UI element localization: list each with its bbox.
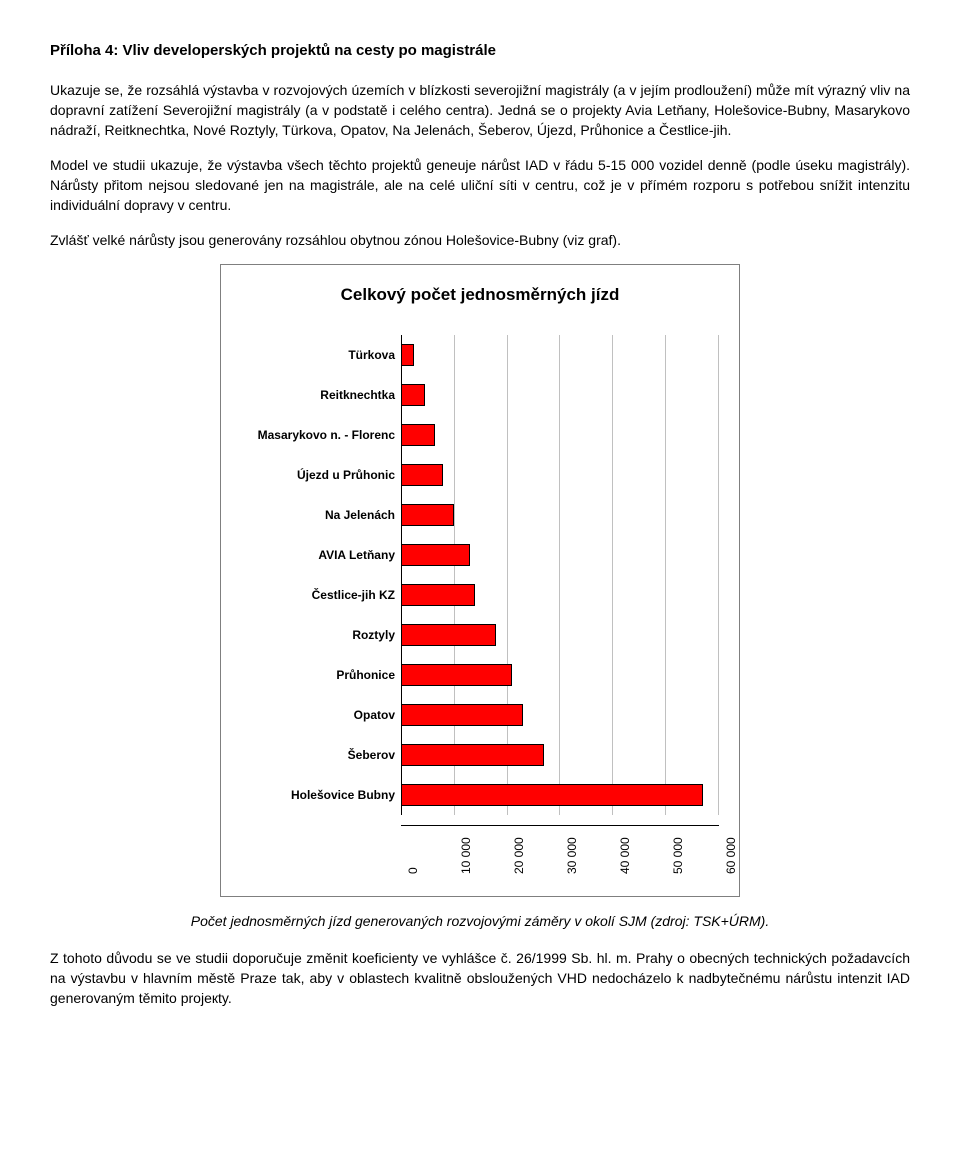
chart-x-tick: 50 000 bbox=[670, 838, 687, 875]
chart-bar bbox=[401, 384, 425, 406]
chart-bar-row bbox=[401, 415, 719, 455]
chart-bar bbox=[401, 664, 512, 686]
chart-bar bbox=[401, 784, 703, 806]
chart-category-label: Opatov bbox=[241, 695, 401, 735]
chart-bar bbox=[401, 624, 496, 646]
chart-category-label: Türkova bbox=[241, 335, 401, 375]
chart-bar-row bbox=[401, 655, 719, 695]
chart-category-label: Šeberov bbox=[241, 735, 401, 775]
chart-x-tick: 60 000 bbox=[723, 838, 740, 875]
chart-bar-row bbox=[401, 695, 719, 735]
chart-x-axis-line bbox=[401, 825, 719, 826]
chart-bar-row bbox=[401, 375, 719, 415]
chart-bar-row bbox=[401, 335, 719, 375]
chart-x-tick: 10 000 bbox=[458, 838, 475, 875]
chart-bar bbox=[401, 464, 443, 486]
chart-bar bbox=[401, 584, 475, 606]
chart-bar-row bbox=[401, 455, 719, 495]
chart-plot: TürkovaReitknechtkaMasarykovo n. - Flore… bbox=[221, 335, 739, 825]
chart-x-tick: 0 bbox=[405, 868, 422, 875]
chart-x-axis: 010 00020 00030 00040 00050 00060 000 bbox=[401, 830, 719, 878]
chart-category-label: Masarykovo n. - Florenc bbox=[241, 415, 401, 455]
chart-category-label: Roztyly bbox=[241, 615, 401, 655]
chart-x-tick: 30 000 bbox=[564, 838, 581, 875]
chart-category-label: Reitknechtka bbox=[241, 375, 401, 415]
paragraph-4: Z tohoto důvodu se ve studii doporučuje … bbox=[50, 948, 910, 1009]
chart-category-label: Na Jelenách bbox=[241, 495, 401, 535]
chart-category-label: Průhonice bbox=[241, 655, 401, 695]
paragraph-1: Ukazuje se, že rozsáhlá výstavba v rozvo… bbox=[50, 80, 910, 141]
chart-category-label: AVIA Letňany bbox=[241, 535, 401, 575]
chart-bar bbox=[401, 544, 470, 566]
chart-bar-row bbox=[401, 575, 719, 615]
chart-bar bbox=[401, 704, 523, 726]
chart-category-label: Holešovice Bubny bbox=[241, 775, 401, 815]
paragraph-2: Model ve studii ukazuje, že výstavba vše… bbox=[50, 155, 910, 216]
chart-bar-row bbox=[401, 775, 719, 815]
chart-x-tick: 20 000 bbox=[511, 838, 528, 875]
paragraph-3: Zvlášť velké nárůsty jsou generovány roz… bbox=[50, 230, 910, 250]
chart-bar-row bbox=[401, 495, 719, 535]
chart-y-labels: TürkovaReitknechtkaMasarykovo n. - Flore… bbox=[241, 335, 401, 815]
chart-bar bbox=[401, 504, 454, 526]
chart-bar bbox=[401, 344, 414, 366]
chart-bar bbox=[401, 744, 544, 766]
page-title: Příloha 4: Vliv developerských projektů … bbox=[50, 40, 910, 62]
chart-bar-row bbox=[401, 615, 719, 655]
chart-bar-row bbox=[401, 735, 719, 775]
chart-category-label: Čestlice-jih KZ bbox=[241, 575, 401, 615]
chart-title: Celkový počet jednosměrných jízd bbox=[221, 265, 739, 336]
chart-bars bbox=[401, 335, 719, 815]
chart-bars-area bbox=[401, 335, 719, 815]
chart-bar bbox=[401, 424, 435, 446]
chart-container: Celkový počet jednosměrných jízd Türkova… bbox=[220, 264, 740, 898]
chart-bar-row bbox=[401, 535, 719, 575]
chart-x-tick: 40 000 bbox=[617, 838, 634, 875]
chart-category-label: Újezd u Průhonic bbox=[241, 455, 401, 495]
chart-caption: Počet jednosměrných jízd generovaných ro… bbox=[50, 911, 910, 931]
